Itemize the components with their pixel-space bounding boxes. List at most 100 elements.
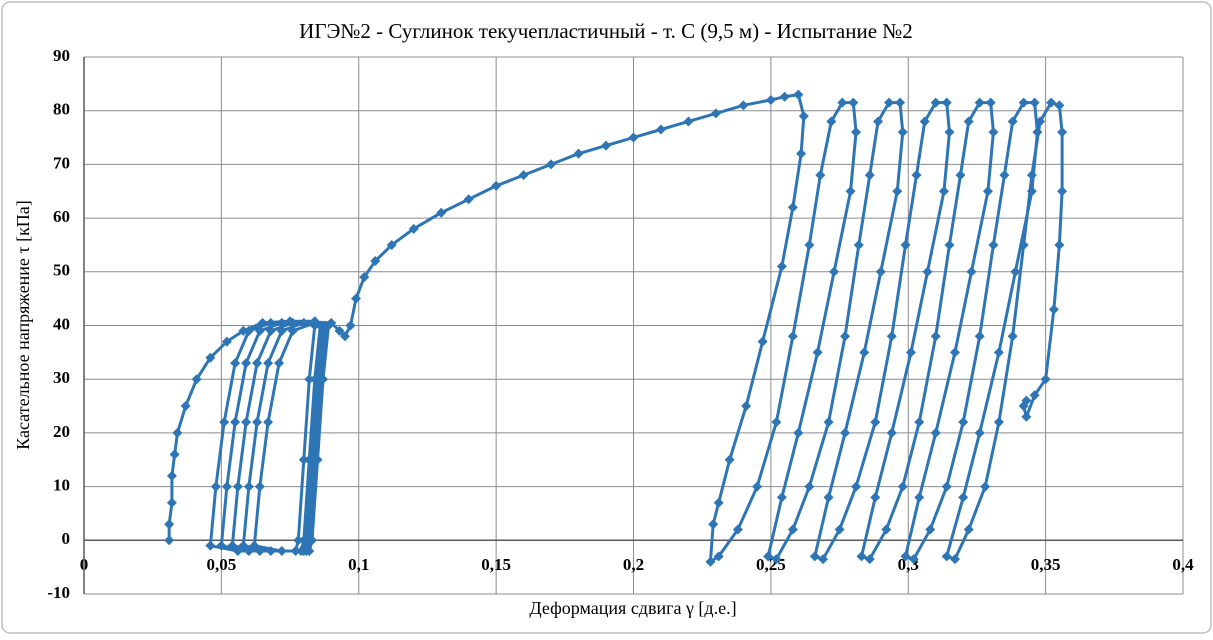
- data-point: [252, 417, 263, 428]
- data-point: [238, 540, 249, 551]
- data-point: [949, 554, 960, 565]
- data-point: [875, 266, 886, 277]
- data-point: [823, 492, 834, 503]
- y-tick-label: 80: [53, 100, 70, 119]
- data-point: [1032, 127, 1043, 138]
- data-point: [837, 97, 848, 108]
- y-tick-label: 90: [53, 46, 70, 65]
- data-point: [741, 401, 752, 412]
- data-point: [1026, 186, 1037, 197]
- data-point: [265, 317, 276, 328]
- data-point: [776, 492, 787, 503]
- data-point: [713, 497, 724, 508]
- data-point: [900, 551, 911, 562]
- data-point: [757, 336, 768, 347]
- data-point: [318, 374, 329, 385]
- data-point: [974, 427, 985, 438]
- data-point: [312, 454, 323, 465]
- data-point: [812, 347, 823, 358]
- plot: [164, 89, 1068, 567]
- data-point: [752, 481, 763, 492]
- data-point: [930, 427, 941, 438]
- data-point: [793, 427, 804, 438]
- data-point: [793, 89, 804, 100]
- data-point: [254, 325, 265, 336]
- data-point: [601, 140, 612, 151]
- data-point: [287, 325, 298, 336]
- data-point: [230, 417, 241, 428]
- chart-title: ИГЭ№2 - Суглинок текучепластичный - т. С…: [299, 19, 913, 43]
- data-point: [941, 481, 952, 492]
- data-point: [949, 347, 960, 358]
- data-point: [1048, 304, 1059, 315]
- data-point: [216, 540, 227, 551]
- data-point: [941, 551, 952, 562]
- data-point: [293, 535, 304, 546]
- data-point: [1026, 170, 1037, 181]
- data-point: [851, 127, 862, 138]
- data-point: [243, 546, 254, 557]
- data-point: [938, 186, 949, 197]
- data-point: [914, 492, 925, 503]
- data-point: [326, 317, 337, 328]
- data-point: [966, 266, 977, 277]
- data-point: [944, 127, 955, 138]
- y-tick-label: 0: [62, 529, 71, 548]
- data-point: [340, 331, 351, 342]
- data-point: [985, 97, 996, 108]
- data-point: [304, 374, 315, 385]
- data-point: [334, 325, 345, 336]
- data-point: [359, 272, 370, 283]
- y-tick-label: 60: [53, 207, 70, 226]
- data-point: [787, 524, 798, 535]
- data-point: [787, 331, 798, 342]
- data-point: [988, 239, 999, 250]
- data-point: [232, 481, 243, 492]
- data-point: [771, 554, 782, 565]
- data-point: [1007, 331, 1018, 342]
- data-point: [309, 317, 320, 328]
- data-point: [345, 320, 356, 331]
- y-axis-label: Касательное напряжение τ [кПа]: [13, 200, 33, 450]
- data-point: [834, 524, 845, 535]
- data-point: [227, 540, 238, 551]
- data-point: [919, 116, 930, 127]
- y-tick-label: 70: [53, 153, 70, 172]
- data-point: [546, 159, 557, 170]
- data-point: [905, 347, 916, 358]
- data-point: [1007, 116, 1018, 127]
- data-point: [963, 524, 974, 535]
- data-point: [408, 223, 419, 234]
- data-point: [257, 317, 268, 328]
- data-point: [856, 551, 867, 562]
- data-point: [307, 535, 318, 546]
- data-point: [304, 546, 315, 557]
- data-point: [351, 293, 362, 304]
- data-point: [955, 170, 966, 181]
- data-point: [870, 492, 881, 503]
- y-tick-label: 10: [53, 476, 70, 495]
- data-point: [276, 317, 287, 328]
- data-point: [974, 97, 985, 108]
- data-point: [491, 180, 502, 191]
- y-tick-label: -10: [47, 583, 70, 602]
- data-point: [290, 546, 301, 557]
- data-point: [900, 239, 911, 250]
- data-point: [980, 481, 991, 492]
- data-point: [1029, 97, 1040, 108]
- x-tick-label: 0,05: [207, 555, 237, 574]
- data-point: [298, 317, 309, 328]
- x-tick-label: 0,15: [481, 555, 511, 574]
- y-tick-label: 20: [53, 422, 70, 441]
- data-point: [765, 94, 776, 105]
- x-tick-label: 0,2: [623, 555, 644, 574]
- data-point: [925, 524, 936, 535]
- data-point: [274, 358, 285, 369]
- data-point: [243, 481, 254, 492]
- data-point: [166, 497, 177, 508]
- data-point: [840, 331, 851, 342]
- data-point: [232, 546, 243, 557]
- data-point: [263, 358, 274, 369]
